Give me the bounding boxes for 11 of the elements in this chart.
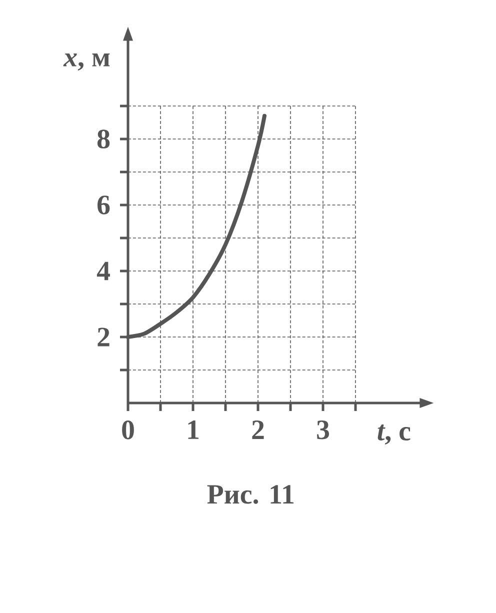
y-axis-title: x, м [63, 54, 110, 71]
y-tick-label: 8 [97, 130, 110, 148]
x-tick-label: 1 [188, 420, 199, 439]
text: Рис. 11 [207, 485, 294, 504]
x-tick-label: 3 [317, 420, 330, 440]
y-tick-label: 2 [98, 328, 110, 346]
y-tick-label: 4 [96, 262, 110, 280]
x-tick-label: 0 [122, 420, 134, 440]
y-tick-label: 6 [98, 196, 110, 214]
x-tick-label: 2 [252, 420, 264, 439]
x-axis-title: t, с [378, 424, 410, 445]
